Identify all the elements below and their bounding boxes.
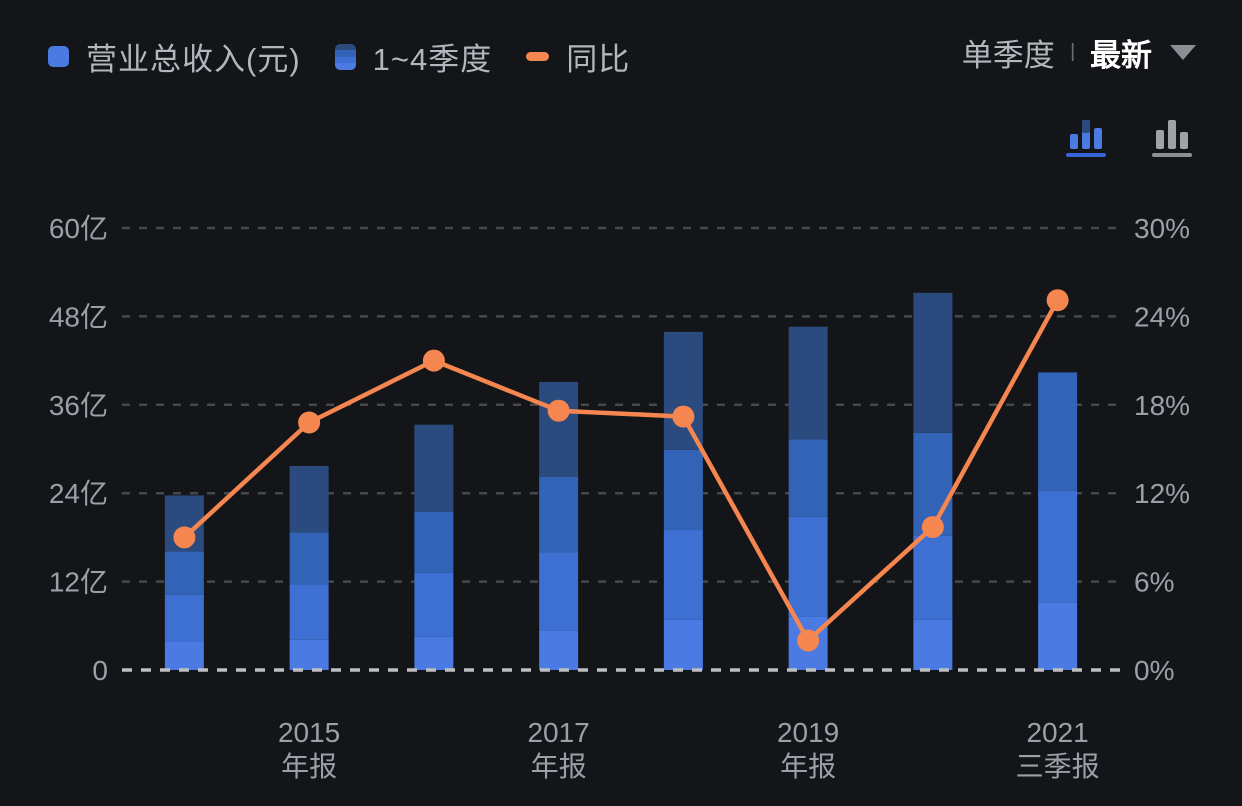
grouped-bar-chart-icon[interactable] (1150, 116, 1194, 158)
left-axis-label: 60亿 (49, 213, 108, 244)
period-selector[interactable]: 单季度 I 最新 (962, 30, 1196, 75)
legend-revenue-label: 营业总收入(元) (86, 42, 301, 77)
bar-segment[interactable] (913, 619, 953, 670)
bar-segment[interactable] (414, 424, 454, 512)
bar-segment[interactable] (414, 636, 454, 670)
legend-item-revenue[interactable]: 营业总收入(元) (48, 34, 301, 79)
yoy-dot[interactable] (422, 349, 445, 372)
bar-segment[interactable] (539, 381, 579, 477)
bar-segment[interactable] (788, 439, 828, 517)
x-tick-year: 2015 (278, 717, 340, 748)
right-axis-label: 30% (1134, 213, 1190, 244)
legend-item-quarters[interactable]: 1~4季度 (334, 34, 493, 79)
period-selected-latest[interactable]: 最新 (1090, 38, 1152, 73)
bar-segment[interactable] (414, 511, 454, 573)
x-tick-year: 2019 (777, 717, 839, 748)
yoy-dot[interactable] (797, 629, 820, 652)
bar-segment[interactable] (289, 639, 329, 670)
revenue-swatch-icon (48, 46, 69, 67)
bar-segment[interactable] (663, 331, 703, 450)
bar-segment[interactable] (788, 326, 828, 440)
period-option-quarterly[interactable]: 单季度 (961, 38, 1055, 73)
legend: 营业总收入(元) 1~4季度 同比 (48, 34, 630, 79)
yoy-dot[interactable] (672, 405, 695, 428)
stacked-bar-chart-icon[interactable] (1064, 116, 1108, 158)
left-axis-label: 48亿 (49, 301, 108, 332)
x-tick-report-type: 年报 (531, 751, 587, 782)
bar-segment[interactable] (1038, 602, 1078, 670)
bar-segment[interactable] (539, 630, 579, 670)
bar-segment[interactable] (913, 535, 953, 620)
left-axis-label: 36亿 (49, 390, 108, 421)
bar-segment[interactable] (164, 594, 204, 643)
legend-item-yoy[interactable]: 同比 (526, 34, 630, 79)
bar-segment[interactable] (289, 584, 329, 640)
right-axis-label: 6% (1134, 567, 1174, 598)
bar-segment[interactable] (663, 530, 703, 620)
x-tick-report-type: 年报 (780, 751, 836, 782)
x-tick-report-type: 年报 (281, 751, 337, 782)
left-axis-label: 0 (92, 655, 108, 686)
bar-segment[interactable] (164, 551, 204, 595)
legend-quarters-label: 1~4季度 (372, 42, 493, 77)
bar-segment[interactable] (539, 552, 579, 631)
right-axis-label: 0% (1134, 655, 1174, 686)
legend-yoy-label: 同比 (566, 42, 631, 77)
bar-segment[interactable] (788, 516, 828, 617)
left-axis-label: 12亿 (49, 567, 108, 598)
yoy-dot[interactable] (921, 516, 944, 539)
x-tick-year: 2017 (527, 717, 589, 748)
chart-header: 营业总收入(元) 1~4季度 同比 单季度 I 最新 (0, 0, 1242, 80)
x-tick-report-type: 三季报 (1016, 751, 1100, 782)
bar-segment[interactable] (913, 292, 953, 433)
bar-segment[interactable] (164, 642, 204, 670)
bar-segment[interactable] (539, 476, 579, 553)
yoy-dot[interactable] (547, 399, 570, 422)
right-axis-label: 12% (1134, 478, 1190, 509)
right-axis-label: 18% (1134, 390, 1190, 421)
right-axis-label: 24% (1134, 301, 1190, 332)
bar-segment[interactable] (663, 619, 703, 670)
period-separator: I (1069, 37, 1075, 67)
bar-segment[interactable] (414, 572, 454, 637)
left-axis-label: 24亿 (49, 478, 108, 509)
bar-segment[interactable] (1038, 490, 1078, 603)
bar-segment[interactable] (289, 465, 329, 533)
x-tick-year: 2021 (1026, 717, 1088, 748)
yoy-dot[interactable] (173, 526, 196, 549)
yoy-line (182, 297, 1060, 643)
bar-segment[interactable] (663, 449, 703, 531)
yoy-swatch-icon (526, 52, 550, 61)
quarters-swatch-icon (334, 43, 356, 70)
chart-view-toolbar (1064, 116, 1194, 158)
bar-segment[interactable] (1038, 372, 1078, 491)
yoy-dot[interactable] (298, 411, 321, 434)
bar-segment[interactable] (289, 532, 329, 585)
chevron-down-icon[interactable] (1170, 45, 1196, 60)
yoy-dot[interactable] (1046, 289, 1069, 312)
